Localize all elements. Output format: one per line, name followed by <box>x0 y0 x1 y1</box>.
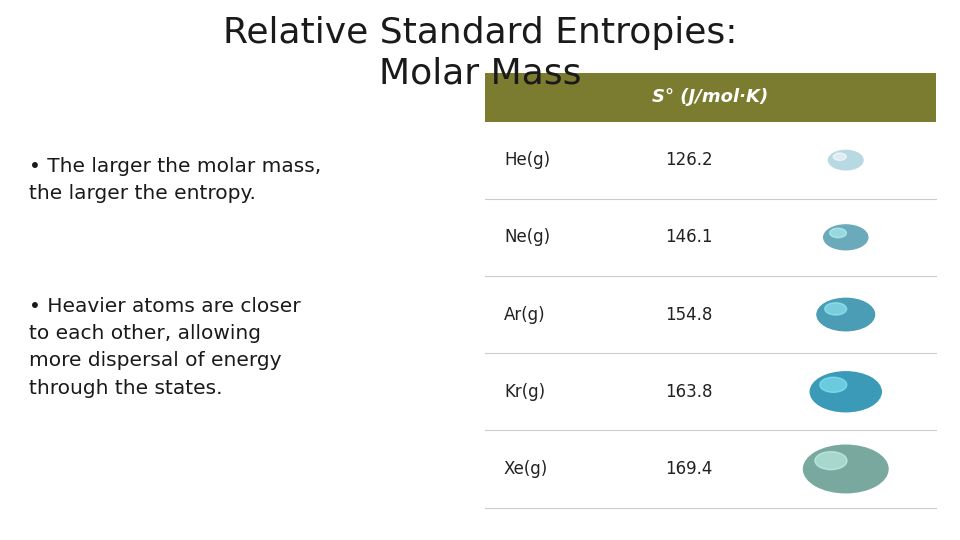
Text: 126.2: 126.2 <box>665 151 713 169</box>
Circle shape <box>804 445 888 492</box>
Circle shape <box>829 228 847 238</box>
Circle shape <box>835 309 868 327</box>
Circle shape <box>833 153 847 160</box>
Circle shape <box>817 298 875 330</box>
Text: • The larger the molar mass,
the larger the entropy.: • The larger the molar mass, the larger … <box>29 157 321 203</box>
Text: Ne(g): Ne(g) <box>504 228 550 246</box>
Circle shape <box>815 451 847 470</box>
Text: Xe(g): Xe(g) <box>504 460 548 478</box>
Circle shape <box>840 157 858 167</box>
Circle shape <box>825 303 847 315</box>
Circle shape <box>831 461 877 487</box>
Text: He(g): He(g) <box>504 151 550 169</box>
Text: 154.8: 154.8 <box>665 306 712 323</box>
Circle shape <box>833 385 873 407</box>
Text: Relative Standard Entropies:
Molar Mass: Relative Standard Entropies: Molar Mass <box>223 16 737 91</box>
Text: 163.8: 163.8 <box>665 383 712 401</box>
Circle shape <box>838 233 862 247</box>
Circle shape <box>828 150 863 170</box>
Circle shape <box>820 377 847 393</box>
Text: • Heavier atoms are closer
to each other, allowing
more dispersal of energy
thro: • Heavier atoms are closer to each other… <box>29 297 300 398</box>
Text: Kr(g): Kr(g) <box>504 383 545 401</box>
Text: 169.4: 169.4 <box>665 460 712 478</box>
Text: S° (J/mol·K): S° (J/mol·K) <box>652 88 769 106</box>
Circle shape <box>810 372 881 411</box>
Text: Ar(g): Ar(g) <box>504 306 545 323</box>
Text: 146.1: 146.1 <box>665 228 712 246</box>
FancyBboxPatch shape <box>485 73 936 122</box>
Circle shape <box>824 225 868 249</box>
